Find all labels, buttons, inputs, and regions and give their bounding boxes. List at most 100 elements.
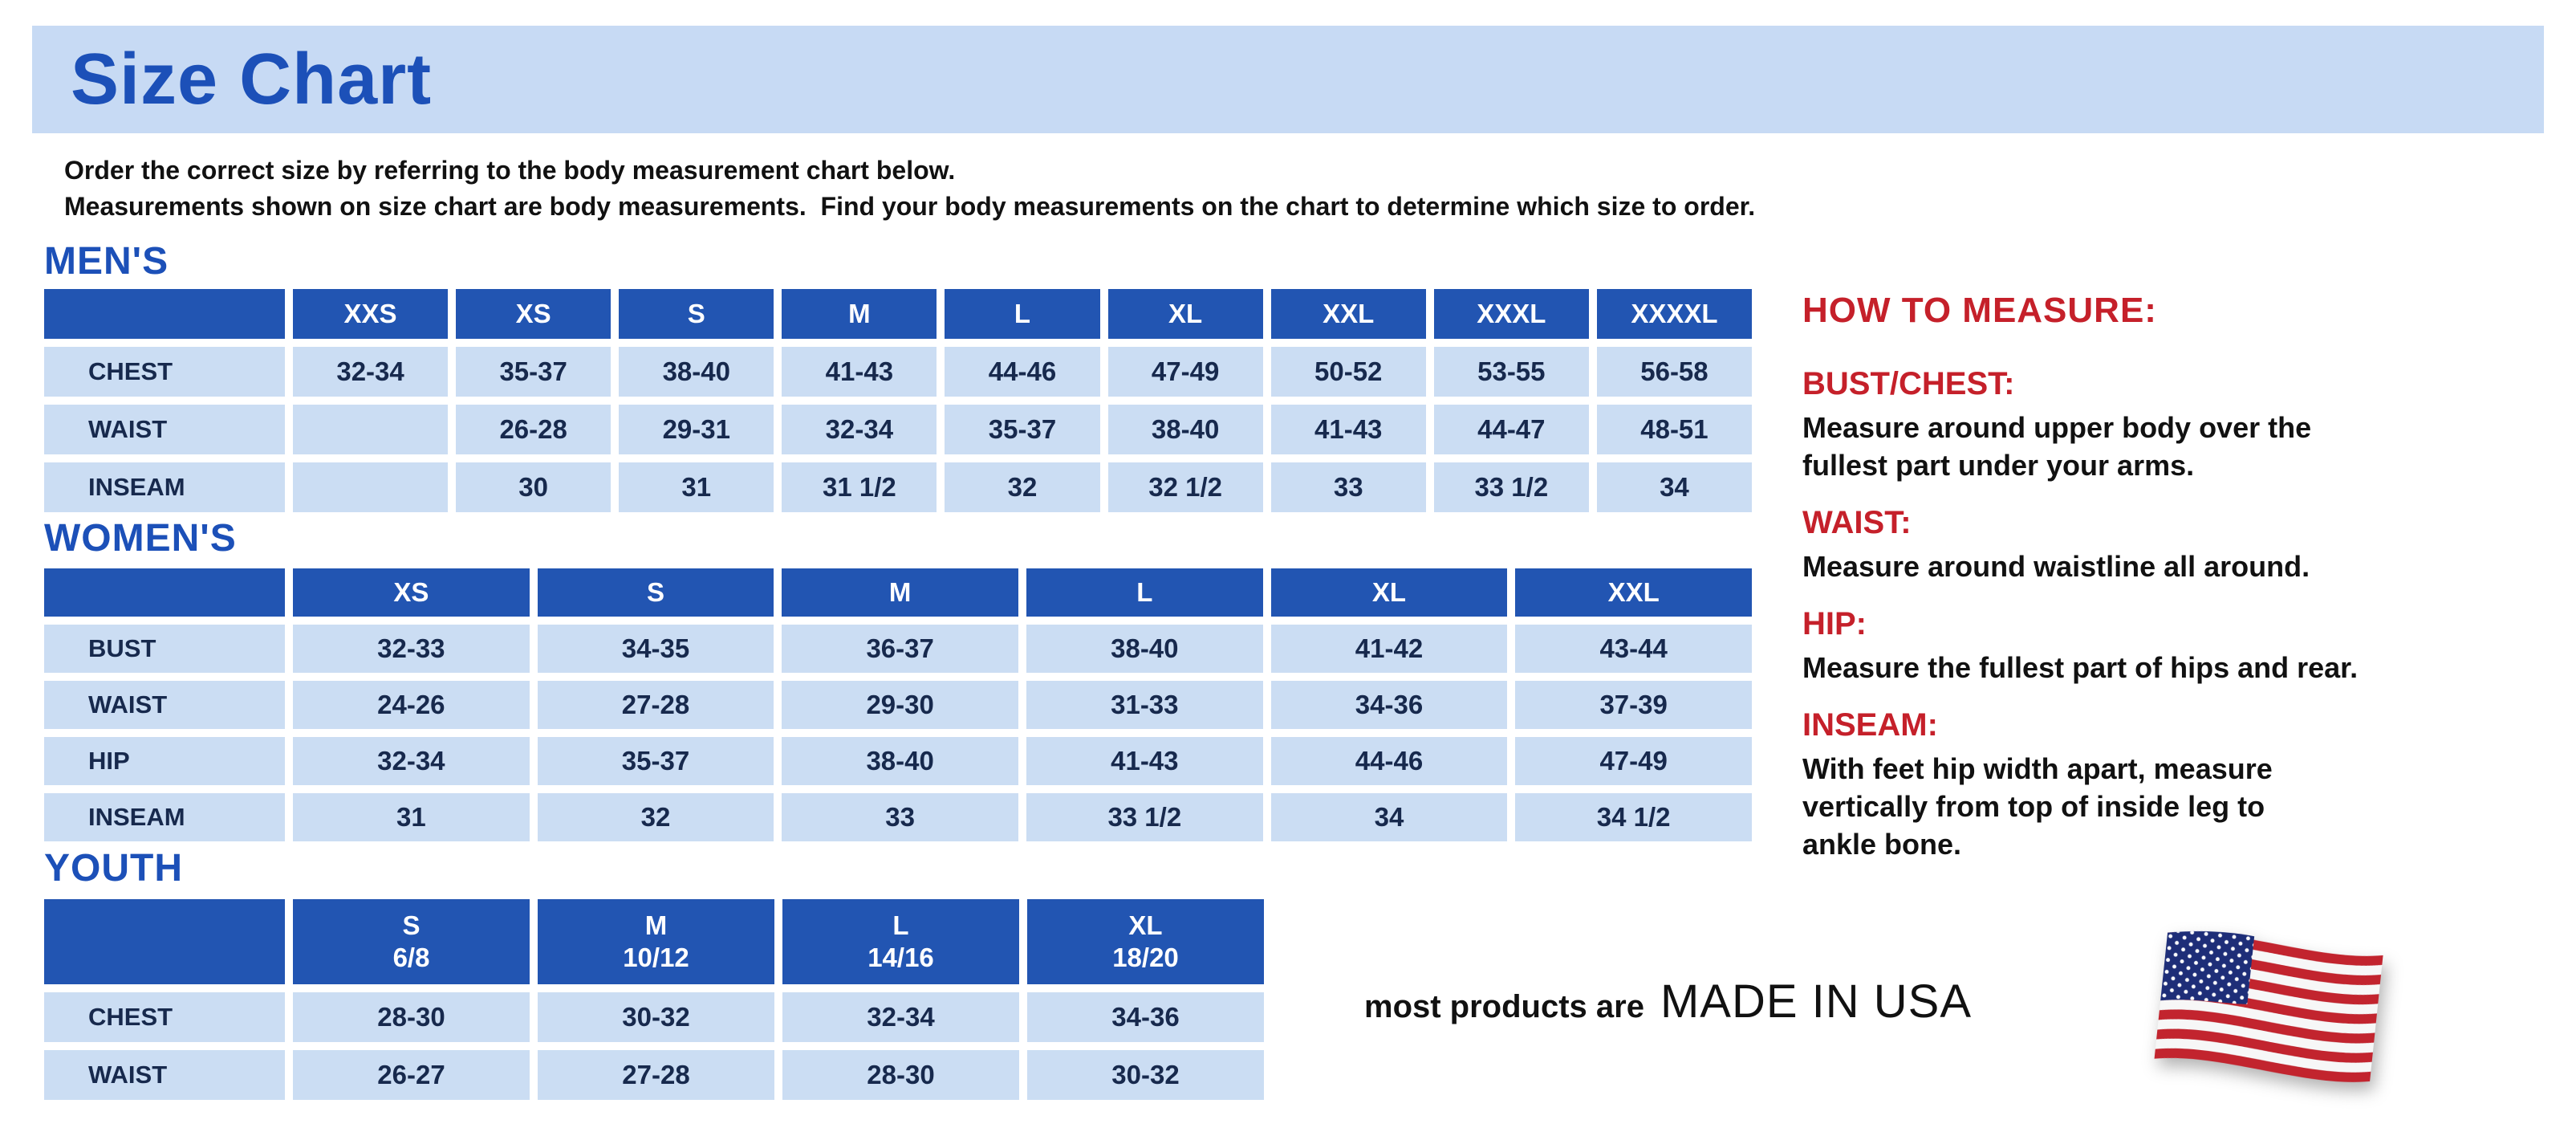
section-heading-womens: WOMEN'S bbox=[44, 517, 237, 560]
size-column-header: M 10/12 bbox=[538, 899, 774, 984]
size-value-cell: 41-42 bbox=[1270, 625, 1508, 673]
measure-item-label: INSEAM: bbox=[1802, 707, 1938, 743]
us-flag-icon bbox=[2154, 930, 2383, 1082]
size-value-cell: 31 1/2 bbox=[782, 462, 937, 512]
measure-item-label: WAIST: bbox=[1802, 505, 1912, 540]
title-banner: Size Chart bbox=[32, 26, 2544, 133]
size-column-header: XXXXL bbox=[1596, 289, 1752, 339]
size-column-header: L bbox=[1026, 568, 1263, 617]
size-value-cell: 38-40 bbox=[782, 737, 1018, 785]
size-value-cell: 26-28 bbox=[456, 405, 611, 454]
womens-size-table: XS S M L XL XXL BUST 32-33 34-35 36-37 38-40 41-42 4… bbox=[44, 568, 1752, 841]
table-corner-cell bbox=[44, 568, 285, 617]
size-value-cell: 47-49 bbox=[1107, 347, 1263, 397]
made-in-usa-text: MADE IN USA bbox=[1660, 975, 1973, 1028]
size-value-cell: 34 bbox=[1596, 462, 1752, 512]
how-to-measure-title: HOW TO MEASURE: bbox=[1802, 291, 2157, 330]
size-column-header: XXS bbox=[293, 289, 449, 339]
size-value-cell: 30-32 bbox=[538, 992, 774, 1042]
size-value-cell bbox=[293, 405, 449, 454]
size-value-cell: 33 1/2 bbox=[1026, 793, 1263, 841]
size-value-cell: 32 bbox=[537, 793, 774, 841]
size-value-cell: 33 bbox=[782, 793, 1018, 841]
size-value-cell: 27-28 bbox=[538, 1050, 774, 1100]
measurement-row-label: HIP bbox=[44, 737, 285, 785]
measure-item-text: Measure the fullest part of hips and rea… bbox=[1802, 651, 2359, 684]
size-column-header: XS bbox=[293, 568, 530, 617]
footer-prefix-text: most products are bbox=[1364, 989, 1644, 1024]
size-value-cell: 44-46 bbox=[1270, 737, 1508, 785]
size-value-cell: 33 1/2 bbox=[1433, 462, 1589, 512]
size-column-header: S bbox=[619, 289, 774, 339]
size-value-cell: 44-46 bbox=[945, 347, 1100, 397]
size-value-cell: 38-40 bbox=[619, 347, 774, 397]
size-value-cell: 33 bbox=[1270, 462, 1426, 512]
measure-item-text: Measure around upper body over the fulle… bbox=[1802, 411, 2312, 482]
size-value-cell: 27-28 bbox=[537, 681, 774, 729]
size-value-cell: 28-30 bbox=[293, 992, 530, 1042]
size-column-header: M bbox=[782, 568, 1018, 617]
how-to-measure-panel: HOW TO MEASURE: BUST/CHEST: Measure arou… bbox=[1802, 291, 2533, 884]
size-column-header: XXL bbox=[1270, 289, 1426, 339]
size-value-cell: 43-44 bbox=[1515, 625, 1752, 673]
size-value-cell: 41-43 bbox=[1026, 737, 1263, 785]
size-value-cell: 26-27 bbox=[293, 1050, 530, 1100]
table-corner-cell bbox=[44, 289, 285, 339]
measurement-row-label: CHEST bbox=[44, 992, 285, 1042]
size-value-cell: 35-37 bbox=[945, 405, 1100, 454]
measurement-row-label: WAIST bbox=[44, 681, 285, 729]
size-value-cell: 41-43 bbox=[782, 347, 937, 397]
size-column-header: M bbox=[782, 289, 937, 339]
measurement-row-label: INSEAM bbox=[44, 793, 285, 841]
intro-text: Order the correct size by referring to t… bbox=[64, 153, 1755, 225]
size-value-cell: 47-49 bbox=[1515, 737, 1752, 785]
size-value-cell: 29-31 bbox=[619, 405, 774, 454]
size-value-cell: 32-34 bbox=[782, 992, 1019, 1042]
measure-item-label: HIP: bbox=[1802, 606, 1867, 641]
measure-item-label: BUST/CHEST: bbox=[1802, 366, 2015, 401]
size-value-cell: 28-30 bbox=[782, 1050, 1019, 1100]
size-value-cell: 44-47 bbox=[1433, 405, 1589, 454]
size-column-header: S bbox=[537, 568, 774, 617]
size-value-cell: 32 bbox=[945, 462, 1100, 512]
size-column-header: XXXL bbox=[1433, 289, 1589, 339]
size-value-cell: 56-58 bbox=[1596, 347, 1752, 397]
size-column-header: XL 18/20 bbox=[1027, 899, 1264, 984]
size-value-cell: 31-33 bbox=[1026, 681, 1263, 729]
mens-size-table: XXS XS S M L XL XXL XXXL XXXXL CHEST 32-34 35-37 38-… bbox=[44, 289, 1752, 512]
section-heading-mens: MEN'S bbox=[44, 240, 169, 283]
size-value-cell: 30 bbox=[456, 462, 611, 512]
size-value-cell: 41-43 bbox=[1270, 405, 1426, 454]
size-column-header: XXL bbox=[1515, 568, 1752, 617]
measure-item-inseam: INSEAM: With feet hip width apart, measu… bbox=[1802, 707, 2533, 863]
table-corner-cell bbox=[44, 899, 285, 984]
size-value-cell: 34-35 bbox=[537, 625, 774, 673]
size-value-cell: 36-37 bbox=[782, 625, 1018, 673]
size-value-cell: 29-30 bbox=[782, 681, 1018, 729]
intro-line-1: Order the correct size by referring to t… bbox=[64, 156, 956, 185]
size-value-cell: 35-37 bbox=[537, 737, 774, 785]
size-value-cell: 32-34 bbox=[293, 737, 530, 785]
size-column-header: L bbox=[945, 289, 1100, 339]
youth-size-table: S 6/8 M 10/12 L 14/16 XL 18/20 CHEST 28-30 30-… bbox=[44, 899, 1264, 1100]
intro-line-2: Measurements shown on size chart are bod… bbox=[64, 192, 1756, 221]
size-value-cell: 34-36 bbox=[1270, 681, 1508, 729]
page-title: Size Chart bbox=[71, 39, 433, 120]
size-column-header: S 6/8 bbox=[293, 899, 530, 984]
section-heading-youth: YOUTH bbox=[44, 847, 183, 890]
measure-item-bust-chest: BUST/CHEST: Measure around upper body ov… bbox=[1802, 366, 2533, 484]
size-value-cell: 30-32 bbox=[1027, 1050, 1264, 1100]
size-value-cell: 31 bbox=[293, 793, 530, 841]
size-value-cell: 34-36 bbox=[1027, 992, 1264, 1042]
size-value-cell: 34 bbox=[1270, 793, 1508, 841]
made-in-usa-note: most products are MADE IN USA bbox=[1364, 975, 1972, 1028]
measurement-row-label: BUST bbox=[44, 625, 285, 673]
size-value-cell: 37-39 bbox=[1515, 681, 1752, 729]
measurement-row-label: INSEAM bbox=[44, 462, 285, 512]
size-column-header: L 14/16 bbox=[782, 899, 1019, 984]
size-value-cell bbox=[293, 462, 449, 512]
size-value-cell: 38-40 bbox=[1107, 405, 1263, 454]
measure-item-waist: WAIST: Measure around waistline all arou… bbox=[1802, 505, 2533, 585]
size-value-cell: 34 1/2 bbox=[1515, 793, 1752, 841]
